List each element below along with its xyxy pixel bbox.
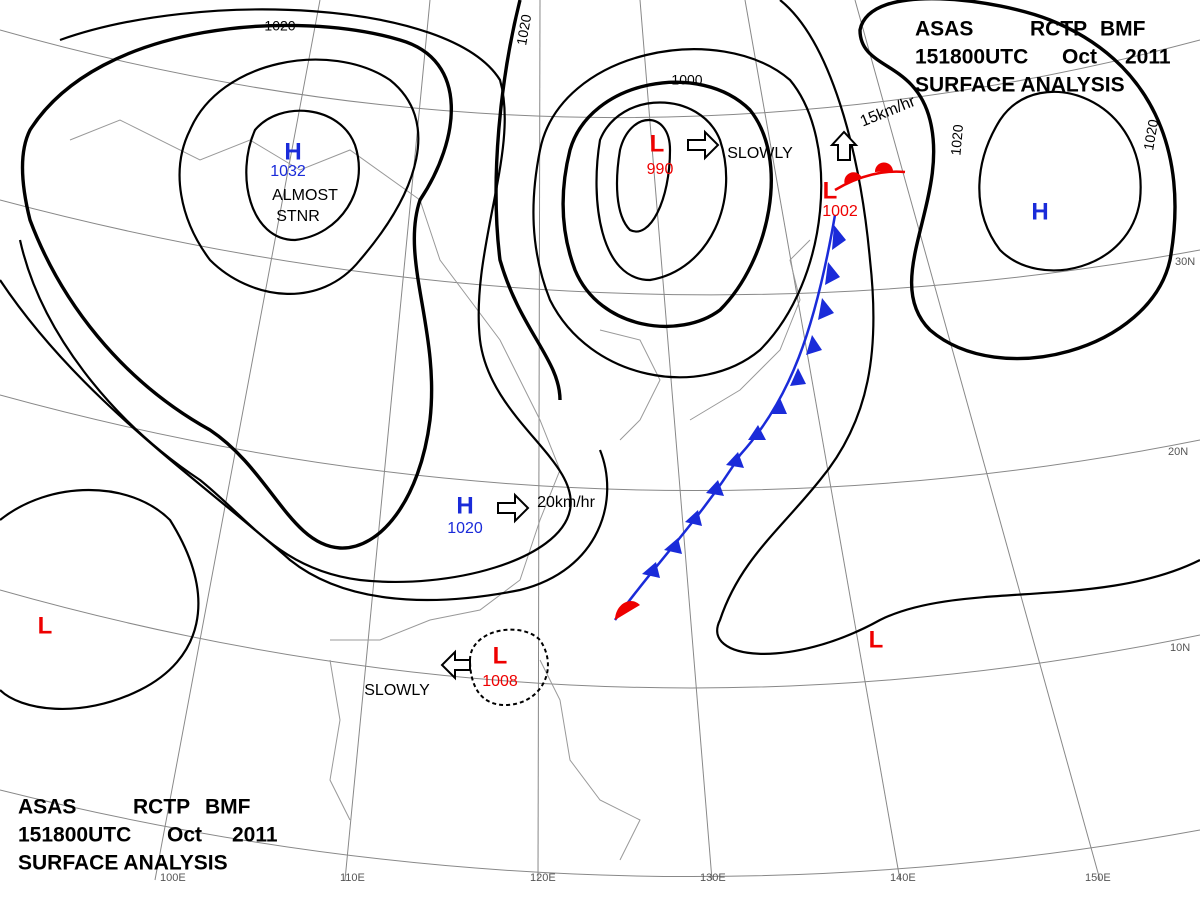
header-station: RCTP [1030,18,1087,41]
header-top: ASAS RCTP BMF 151800UTC Oct 2011 SURFACE… [915,18,1171,97]
header-product: SURFACE ANALYSIS [18,852,228,875]
header-station: RCTP [133,796,190,819]
lat-label: 30N [1175,256,1195,268]
header-product: SURFACE ANALYSIS [915,74,1125,97]
center-pressure: 1002 [822,203,858,220]
center-type: H [456,492,473,519]
isobar-label: 1020 [1140,118,1161,152]
header-year: 2011 [1125,46,1171,69]
center-type: L [869,626,884,653]
motion-label: SLOWLY [364,682,430,699]
lon-label: 100E [160,872,186,884]
motion-label: 15km/hr [858,93,919,131]
isobar-label: 1020 [513,13,534,47]
center-type: H [284,138,301,165]
center-type: L [38,612,53,639]
lon-label: 150E [1085,872,1111,884]
center-pressure: 1008 [482,673,518,690]
center-pressure: 1032 [270,163,306,180]
header-month: Oct [1062,46,1097,69]
header-bottom: ASAS RCTP BMF 151800UTC Oct 2011 SURFACE… [18,796,278,875]
isobar-dashed [468,628,549,707]
header-month: Oct [167,824,202,847]
header-office: BMF [205,796,251,819]
header-time: 151800UTC [18,824,131,847]
center-type: H [1031,198,1048,225]
coastline [69,119,811,861]
header-time: 151800UTC [915,46,1028,69]
lat-label: 10N [1170,642,1190,654]
lon-label: 120E [530,872,556,884]
isobar-label: 1020 [264,18,295,34]
header-year: 2011 [232,824,278,847]
lon-label: 140E [890,872,916,884]
lon-label: 130E [700,872,726,884]
cold-front [613,214,846,621]
isobars [0,0,1200,711]
motion-label: 20km/hr [537,494,595,511]
center-pressure: 990 [647,161,674,178]
motion-arrows [440,129,859,681]
lon-label: 110E [340,872,365,884]
center-type: L [493,642,508,669]
warm-front [615,162,906,620]
header-agency: ASAS [915,18,973,41]
header-agency: ASAS [18,796,76,819]
motion-label: SLOWLY [727,145,793,162]
center-note: ALMOST [272,187,338,204]
header-office: BMF [1100,18,1146,41]
isobar-label: 1000 [671,72,702,88]
center-pressure: 1020 [447,520,483,537]
isobar-label: 1020 [947,123,966,156]
center-note: STNR [276,208,320,225]
center-type: L [823,177,838,204]
center-type: L [650,130,665,157]
lat-label: 20N [1168,446,1188,458]
